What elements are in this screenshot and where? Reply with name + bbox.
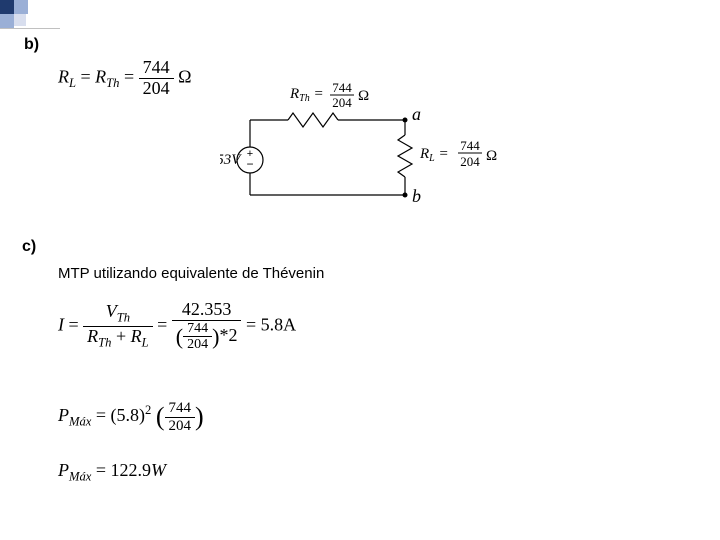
thevenin-circuit: + − 42.353V RTh = 744 204 Ω a b RL = 744…	[220, 80, 540, 230]
svg-text:b: b	[412, 186, 421, 206]
equation-pmax-expr: PMáx = (5.8)2 (744204)	[58, 400, 204, 434]
svg-text:−: −	[246, 157, 253, 171]
svg-text:204: 204	[460, 154, 480, 169]
corner-decoration	[0, 0, 60, 30]
equation-current: I = VTh RTh + RL = 42.353 (744204)*2 = 5…	[58, 300, 296, 353]
svg-text:RTh =: RTh =	[289, 86, 324, 104]
svg-text:Ω: Ω	[358, 88, 369, 104]
svg-text:204: 204	[332, 95, 352, 110]
svg-text:744: 744	[332, 80, 352, 95]
section-b-label: b)	[24, 36, 39, 54]
equation-rl: RL = RTh = 744204 Ω	[58, 58, 192, 99]
svg-text:a: a	[412, 104, 421, 124]
equation-pmax-value: PMáx = 122.9W	[58, 460, 166, 485]
section-c-label: c)	[22, 238, 36, 256]
svg-text:744: 744	[460, 138, 480, 153]
vth-label: 42.353V	[220, 152, 242, 168]
svg-text:Ω: Ω	[486, 148, 497, 164]
section-c-text: MTP utilizando equivalente de Thévenin	[58, 265, 324, 282]
svg-text:RL =: RL =	[419, 146, 449, 164]
